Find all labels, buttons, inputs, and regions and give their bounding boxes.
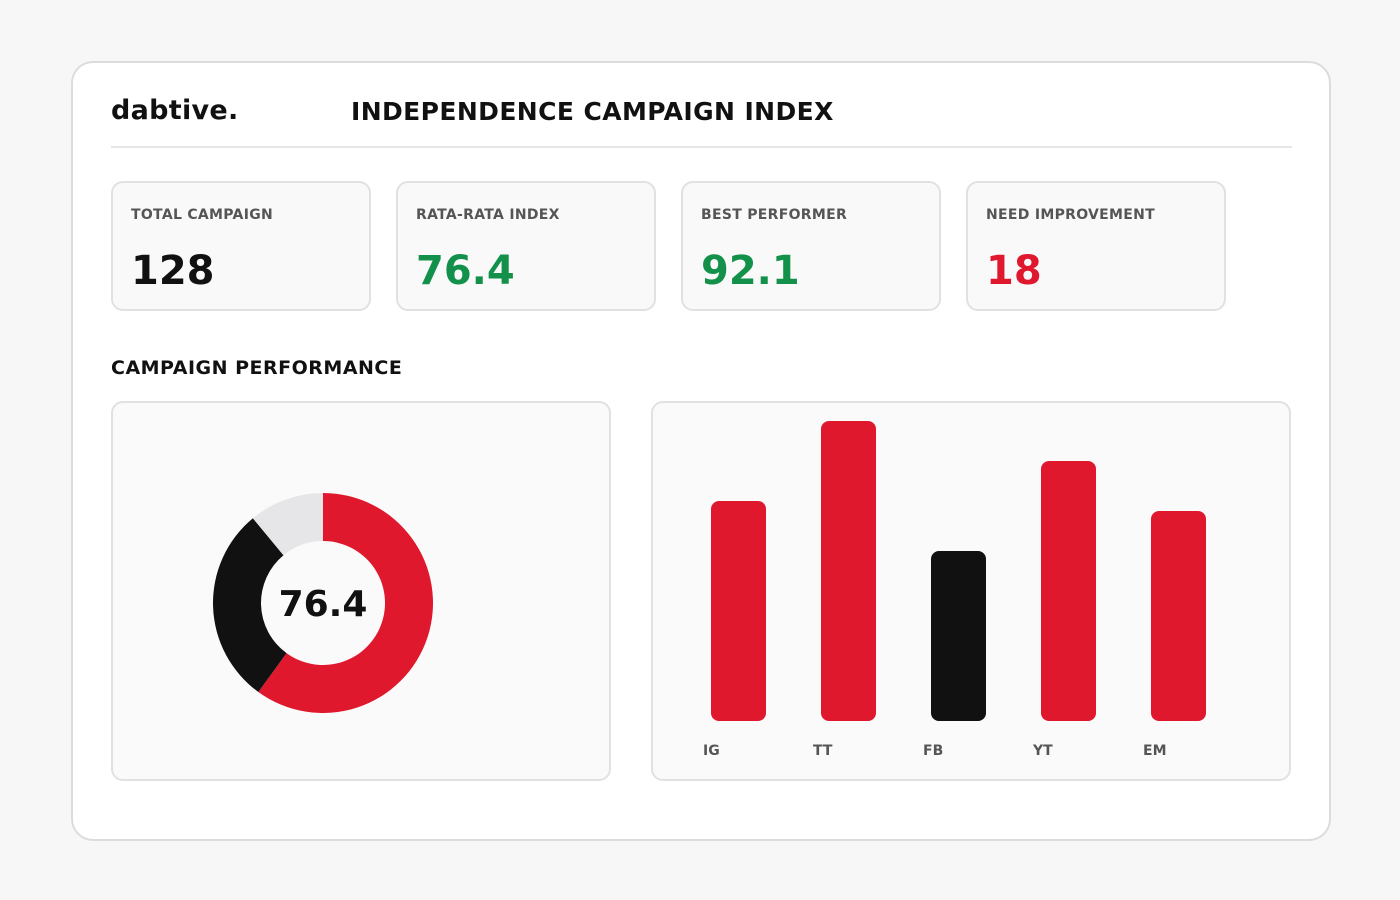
donut-chart: 76.4 bbox=[213, 493, 433, 713]
stat-label: BEST PERFORMER bbox=[701, 207, 848, 223]
bar-chart-panel: IG TT FB YT EM bbox=[651, 401, 1291, 781]
stat-value: 128 bbox=[131, 248, 215, 294]
bar-label-em: EM bbox=[1143, 743, 1167, 759]
bar-fb bbox=[931, 551, 986, 721]
bar-label-yt: YT bbox=[1032, 743, 1053, 759]
bar-label-tt: TT bbox=[813, 743, 833, 759]
donut-chart-panel: 76.4 bbox=[111, 401, 611, 781]
bar-tt bbox=[821, 421, 876, 721]
stat-value: 76.4 bbox=[416, 248, 515, 294]
donut-slice-1 bbox=[213, 518, 287, 692]
donut-slice-2 bbox=[252, 493, 323, 556]
bar-em bbox=[1151, 511, 1206, 721]
stat-card-best-performer: BEST PERFORMER 92.1 bbox=[681, 181, 941, 311]
bar-label-ig: IG bbox=[703, 743, 720, 759]
bar-yt bbox=[1041, 461, 1096, 721]
donut-slice-0 bbox=[258, 493, 433, 713]
section-title: CAMPAIGN PERFORMANCE bbox=[111, 357, 403, 379]
donut-center-value: 76.4 bbox=[279, 584, 368, 625]
stat-value: 92.1 bbox=[701, 248, 800, 294]
brand-logo: dabtive. bbox=[111, 95, 239, 126]
stat-label: RATA-RATA INDEX bbox=[416, 207, 560, 223]
stat-card-average-index: RATA-RATA INDEX 76.4 bbox=[396, 181, 656, 311]
stat-card-total-campaign: TOTAL CAMPAIGN 128 bbox=[111, 181, 371, 311]
stat-label: TOTAL CAMPAIGN bbox=[131, 207, 274, 223]
bar-label-fb: FB bbox=[923, 743, 943, 759]
header-divider bbox=[111, 146, 1292, 148]
stat-label: NEED IMPROVEMENT bbox=[986, 207, 1156, 223]
stat-value: 18 bbox=[986, 248, 1042, 294]
bar-ig bbox=[711, 501, 766, 721]
bar-chart: IG TT FB YT EM bbox=[703, 421, 1206, 759]
stat-card-need-improvement: NEED IMPROVEMENT 18 bbox=[966, 181, 1226, 311]
dashboard-window: dabtive. INDEPENDENCE CAMPAIGN INDEX TOT… bbox=[71, 61, 1331, 841]
page-title: INDEPENDENCE CAMPAIGN INDEX bbox=[351, 97, 834, 126]
